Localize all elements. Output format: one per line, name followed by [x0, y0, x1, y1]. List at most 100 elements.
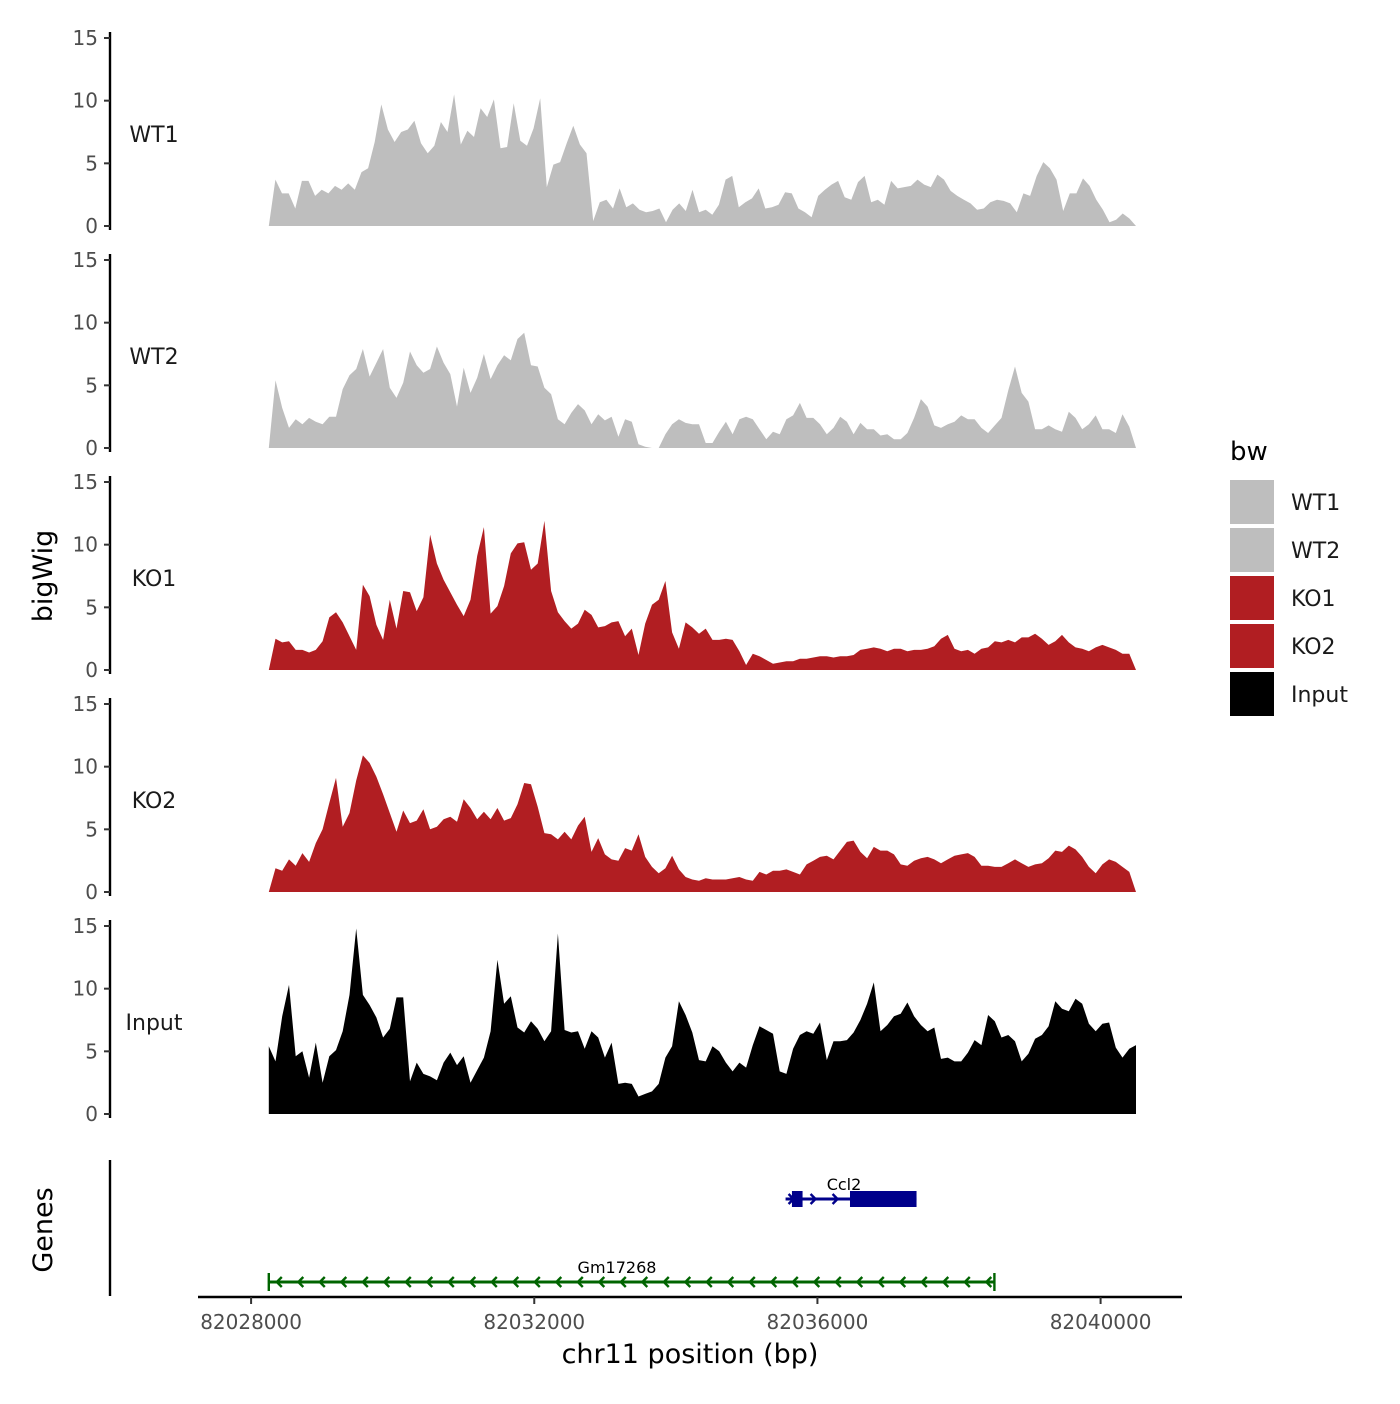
x-axis-title: chr11 position (bp) [562, 1339, 819, 1370]
y-tick-label: 15 [73, 692, 98, 716]
y-tick-label: 0 [85, 880, 98, 904]
strand-arrow [812, 1276, 821, 1288]
strand-arrow [318, 1276, 326, 1288]
y-axis-title: bigWig [28, 530, 59, 623]
strand-arrow [769, 1276, 778, 1288]
strand-arrow [748, 1276, 756, 1288]
gene-gm17268: Gm17268 [267, 1258, 996, 1291]
legend-swatch [1230, 672, 1274, 716]
signal-area-wt1 [268, 94, 1136, 227]
y-tick-label: 5 [85, 817, 98, 841]
gene-label: Gm17268 [578, 1258, 657, 1277]
strand-arrow [275, 1276, 283, 1288]
strand-arrow [425, 1276, 434, 1288]
strand-arrow [877, 1276, 885, 1288]
legend-label: KO2 [1291, 635, 1336, 660]
y-tick-label: 10 [73, 533, 98, 557]
y-tick-label: 15 [73, 26, 98, 50]
strand-arrow [834, 1276, 842, 1288]
track-label-ko2: KO2 [132, 789, 177, 814]
strand-arrow [619, 1276, 627, 1288]
legend-item-wt1: WT1 [1230, 480, 1340, 524]
x-axis: 82028000 82032000 82036000 82040000 [198, 1295, 1182, 1334]
strand-arrow [855, 1276, 864, 1288]
track-label-ko1: KO1 [132, 567, 177, 592]
signal-area-wt2 [268, 332, 1136, 448]
strand-arrow [361, 1276, 369, 1288]
y-tick-label: 10 [73, 89, 98, 113]
gene-label: Ccl2 [827, 1175, 862, 1194]
gene-ccl2: Ccl2 [785, 1175, 917, 1207]
strand-arrow [490, 1276, 498, 1288]
strand-arrow [404, 1276, 412, 1288]
strand-arrow [339, 1276, 348, 1288]
gene-exon [791, 1191, 803, 1207]
strand-arrow [511, 1276, 520, 1288]
legend-item-ko2: KO2 [1230, 624, 1336, 668]
strand-arrow [468, 1276, 477, 1288]
strand-arrow [898, 1276, 907, 1288]
legend-item-ko1: KO1 [1230, 576, 1336, 620]
strand-arrow [683, 1276, 692, 1288]
strand-arrow [554, 1276, 563, 1288]
signal-area-input [268, 928, 1136, 1114]
strand-arrow [576, 1276, 584, 1288]
strand-arrow [640, 1276, 649, 1288]
track-input: 0 5 10 15 Input [73, 914, 1136, 1126]
legend: bw WT1 WT2 KO1 KO2 Input [1230, 437, 1348, 716]
genes-layer: Ccl2 Gm17268 [108, 1160, 996, 1296]
legend-title: bw [1230, 437, 1268, 467]
legend-swatch [1230, 576, 1274, 620]
y-tick-label: 0 [85, 658, 98, 682]
strand-arrow [809, 1193, 818, 1205]
legend-label: WT2 [1291, 539, 1340, 564]
legend-label: Input [1291, 683, 1348, 708]
y-tick-label: 5 [85, 373, 98, 397]
x-tick-label: 82036000 [767, 1310, 869, 1334]
strand-arrow [791, 1276, 799, 1288]
strand-arrow [963, 1276, 971, 1288]
y-tick-label: 10 [73, 977, 98, 1001]
strand-arrow [705, 1276, 713, 1288]
y-tick-label: 10 [73, 755, 98, 779]
strand-arrow [597, 1276, 606, 1288]
strand-arrow [447, 1276, 455, 1288]
track-wt2: 0 5 10 15 WT2 [73, 248, 1136, 460]
strand-arrow [920, 1276, 928, 1288]
x-tick-label: 82028000 [200, 1310, 302, 1334]
y-tick-label: 0 [85, 214, 98, 238]
track-ko1: 0 5 10 15 KO1 [73, 470, 1136, 682]
legend-item-input: Input [1230, 672, 1348, 716]
legend-swatch [1230, 624, 1274, 668]
track-label-wt1: WT1 [129, 123, 178, 148]
y-tick-label: 0 [85, 1102, 98, 1126]
legend-swatch [1230, 480, 1274, 524]
track-label-wt2: WT2 [129, 345, 178, 370]
y-tick-label: 15 [73, 914, 98, 938]
y-tick-label: 15 [73, 470, 98, 494]
track-label-input: Input [126, 1011, 183, 1036]
signal-area-ko2 [268, 755, 1136, 892]
x-tick-label: 82040000 [1050, 1310, 1152, 1334]
strand-arrow [662, 1276, 670, 1288]
x-tick-label: 82032000 [483, 1310, 585, 1334]
gene-exon [849, 1191, 917, 1207]
track-wt1: 0 5 10 15 WT1 [73, 26, 1136, 238]
tracks-layer: 0 5 10 15 WT1 0 5 10 15 WT2 0 5 10 15 KO1 0 5 10 15 KO2 0 5 10… [73, 26, 1136, 1126]
y-tick-label: 5 [85, 595, 98, 619]
y-tick-label: 5 [85, 1039, 98, 1063]
strand-arrow [831, 1193, 840, 1205]
strand-arrow [984, 1276, 993, 1288]
strand-arrow [382, 1276, 391, 1288]
strand-arrow [726, 1276, 735, 1288]
strand-arrow [941, 1276, 950, 1288]
y-tick-label: 0 [85, 436, 98, 460]
strand-arrow [533, 1276, 541, 1288]
track-ko2: 0 5 10 15 KO2 [73, 692, 1136, 904]
y-tick-label: 10 [73, 311, 98, 335]
legend-swatch [1230, 528, 1274, 572]
legend-item-wt2: WT2 [1230, 528, 1340, 572]
legend-label: WT1 [1291, 491, 1340, 516]
